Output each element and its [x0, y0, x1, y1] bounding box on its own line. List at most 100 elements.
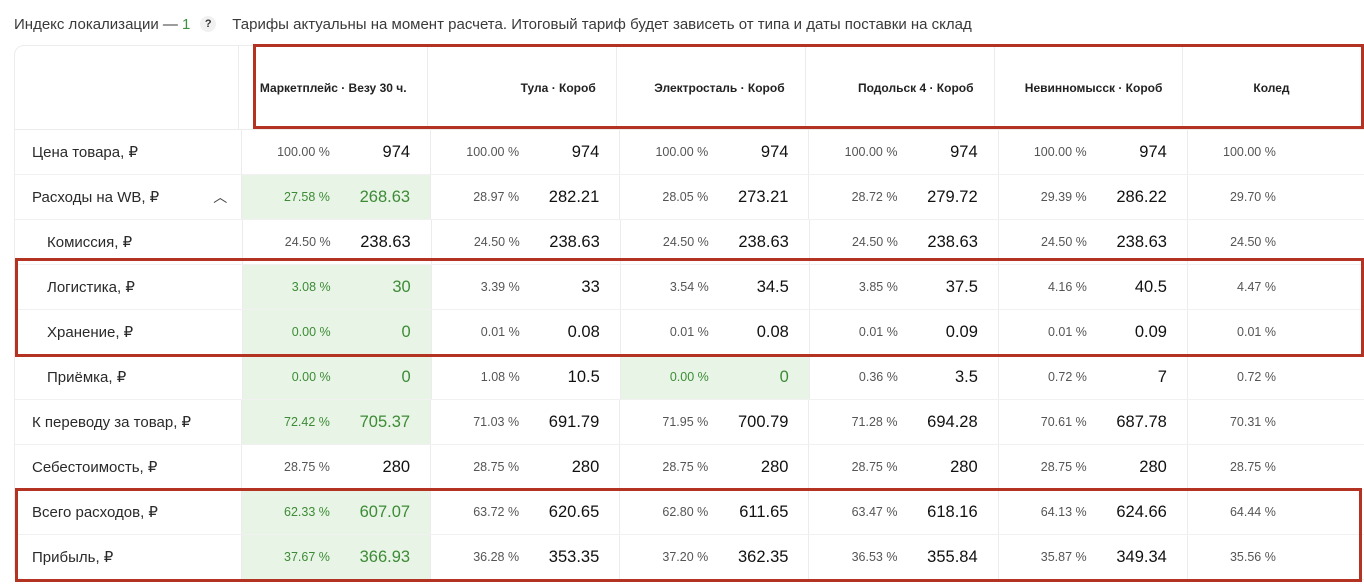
cell-percent: 0.01 % — [1237, 325, 1276, 339]
table-cell: 28.05 % 273.21 — [620, 175, 810, 219]
table-cell: 71.28 % 694.28 — [809, 400, 999, 444]
table-cell: 24.50 % — [1188, 220, 1364, 264]
cell-value: 355.84 — [927, 547, 978, 566]
table-cell: 0.01 % 0.08 — [621, 310, 810, 354]
table-cell: 28.75 % — [1188, 445, 1364, 489]
table-row: Цена товара, ₽ 100.00 % 974 100.00 % 974 100.… — [15, 130, 1364, 175]
table-cell: 70.61 % 687.78 — [999, 400, 1188, 444]
column-header: Тула · Короб — [428, 46, 617, 129]
table-row: Расходы на WB, ₽ ︿ 27.58 % 268.63 28.97 % 282… — [15, 175, 1364, 220]
cell-value: 30 — [392, 277, 411, 296]
cell-percent: 100.00 % — [466, 145, 520, 159]
table-cell: 71.03 % 691.79 — [431, 400, 621, 444]
table-cell: 0.01 % 0.08 — [432, 310, 621, 354]
cell-percent: 28.75 % — [1040, 460, 1087, 474]
table-cell: 27.58 % 268.63 — [241, 175, 432, 219]
cell-percent: 71.28 % — [851, 415, 898, 429]
row-label-text: Расходы на WB, ₽ — [32, 189, 160, 206]
cell-value: 238.63 — [927, 232, 978, 251]
cell-value: 238.63 — [738, 232, 789, 251]
cell-percent: 0.36 % — [858, 370, 898, 384]
cell-percent: 64.13 % — [1040, 505, 1087, 519]
cell-percent: 100.00 % — [277, 145, 330, 159]
cell-percent: 0.00 % — [291, 370, 331, 384]
table-cell: 0.00 % 0 — [242, 355, 432, 399]
cell-percent: 3.39 % — [480, 280, 520, 294]
help-icon[interactable]: ? — [200, 16, 217, 32]
cell-percent: 100.00 % — [655, 145, 709, 159]
cell-value: 0 — [779, 367, 789, 386]
table-cell: 63.72 % 620.65 — [431, 490, 621, 534]
table-cell: 36.28 % 353.35 — [431, 535, 621, 579]
cell-value: 280 — [571, 457, 600, 476]
cell-value: 238.63 — [1116, 232, 1167, 251]
table-cell: 4.47 % — [1188, 265, 1364, 309]
cell-value: 607.07 — [359, 502, 411, 521]
cell-percent: 37.20 % — [662, 550, 709, 564]
table-cell: 28.75 % 280 — [620, 445, 810, 489]
table-cell: 3.08 % 30 — [242, 265, 432, 309]
cell-percent: 29.39 % — [1040, 190, 1087, 204]
cell-percent: 24.50 % — [662, 235, 709, 249]
table-cell: 0.01 % — [1188, 310, 1364, 354]
cell-value: 618.16 — [927, 502, 978, 521]
column-header: Маркетплейс · Везу 30 ч. — [239, 46, 428, 129]
cell-value: 273.21 — [737, 187, 789, 206]
chevron-up-icon[interactable]: ︿ — [213, 189, 228, 205]
cell-value: 705.37 — [359, 412, 411, 431]
cell-percent: 0.72 % — [1237, 370, 1276, 384]
row-label: Всего расходов, ₽ — [15, 490, 242, 534]
table-cell: 37.20 % 362.35 — [620, 535, 810, 579]
cell-value: 694.28 — [927, 412, 978, 431]
header-label-column — [15, 46, 239, 129]
table-cell: 35.56 % — [1188, 535, 1364, 579]
cell-percent: 28.75 % — [851, 460, 898, 474]
table-cell: 24.50 % 238.63 — [432, 220, 621, 264]
table-row: Хранение, ₽0.00 % 0 0.01 % 0.08 0.01 % 0.08 0.… — [15, 310, 1364, 355]
cell-percent: 37.67 % — [284, 550, 330, 564]
cell-percent: 27.58 % — [284, 190, 330, 204]
table-cell: 37.67 % 366.93 — [241, 535, 432, 579]
cell-value: 37.5 — [945, 277, 978, 296]
table-cell: 28.75 % 280 — [431, 445, 621, 489]
cell-value: 353.35 — [548, 547, 600, 566]
table-cell: 1.08 % 10.5 — [432, 355, 621, 399]
cell-value: 974 — [1139, 142, 1167, 161]
cell-percent: 100.00 % — [844, 145, 898, 159]
row-label: Приёмка, ₽ — [15, 355, 243, 399]
table-cell: 100.00 % 974 — [620, 130, 810, 174]
table-row: Логистика, ₽3.08 % 30 3.39 % 33 3.54 % 34.5 3.… — [15, 265, 1364, 310]
table-cell: 24.50 % 238.63 — [621, 220, 810, 264]
row-label[interactable]: Расходы на WB, ₽ ︿ — [15, 175, 242, 219]
cell-percent: 24.50 % — [284, 235, 331, 249]
cell-percent: 24.50 % — [473, 235, 520, 249]
table-row: Прибыль, ₽ 37.67 % 366.93 36.28 % 353.35 37.2… — [15, 535, 1364, 579]
table-cell: 100.00 % 974 — [242, 130, 432, 174]
row-label: Прибыль, ₽ — [15, 535, 242, 579]
cell-percent: 0.01 % — [669, 325, 709, 339]
cell-value: 0.09 — [1134, 322, 1167, 341]
cell-value: 974 — [950, 142, 978, 161]
table-cell: 72.42 % 705.37 — [241, 400, 432, 444]
cell-value: 7 — [1157, 367, 1167, 386]
cell-value: 974 — [760, 142, 789, 161]
cell-value: 624.66 — [1116, 502, 1167, 521]
table-cell: 28.72 % 279.72 — [809, 175, 999, 219]
table-cell: 3.39 % 33 — [432, 265, 621, 309]
table-cell: 0.00 % 0 — [242, 310, 432, 354]
table-cell: 62.33 % 607.07 — [241, 490, 432, 534]
table-cell: 100.00 % 974 — [431, 130, 621, 174]
cell-percent: 71.03 % — [473, 415, 520, 429]
cell-percent: 3.85 % — [858, 280, 898, 294]
table-cell: 35.87 % 349.34 — [999, 535, 1188, 579]
cell-value: 286.22 — [1116, 187, 1167, 206]
cell-value: 0 — [401, 367, 411, 386]
cell-percent: 28.75 % — [1229, 460, 1276, 474]
cell-percent: 28.75 % — [284, 460, 330, 474]
cell-percent: 100.00 % — [1033, 145, 1087, 159]
table-cell: 28.97 % 282.21 — [431, 175, 621, 219]
table-cell: 100.00 % — [1188, 130, 1364, 174]
table-cell: 0.36 % 3.5 — [810, 355, 999, 399]
row-label-text: Цена товара, ₽ — [32, 144, 138, 161]
row-label-text: Прибыль, ₽ — [32, 549, 114, 566]
